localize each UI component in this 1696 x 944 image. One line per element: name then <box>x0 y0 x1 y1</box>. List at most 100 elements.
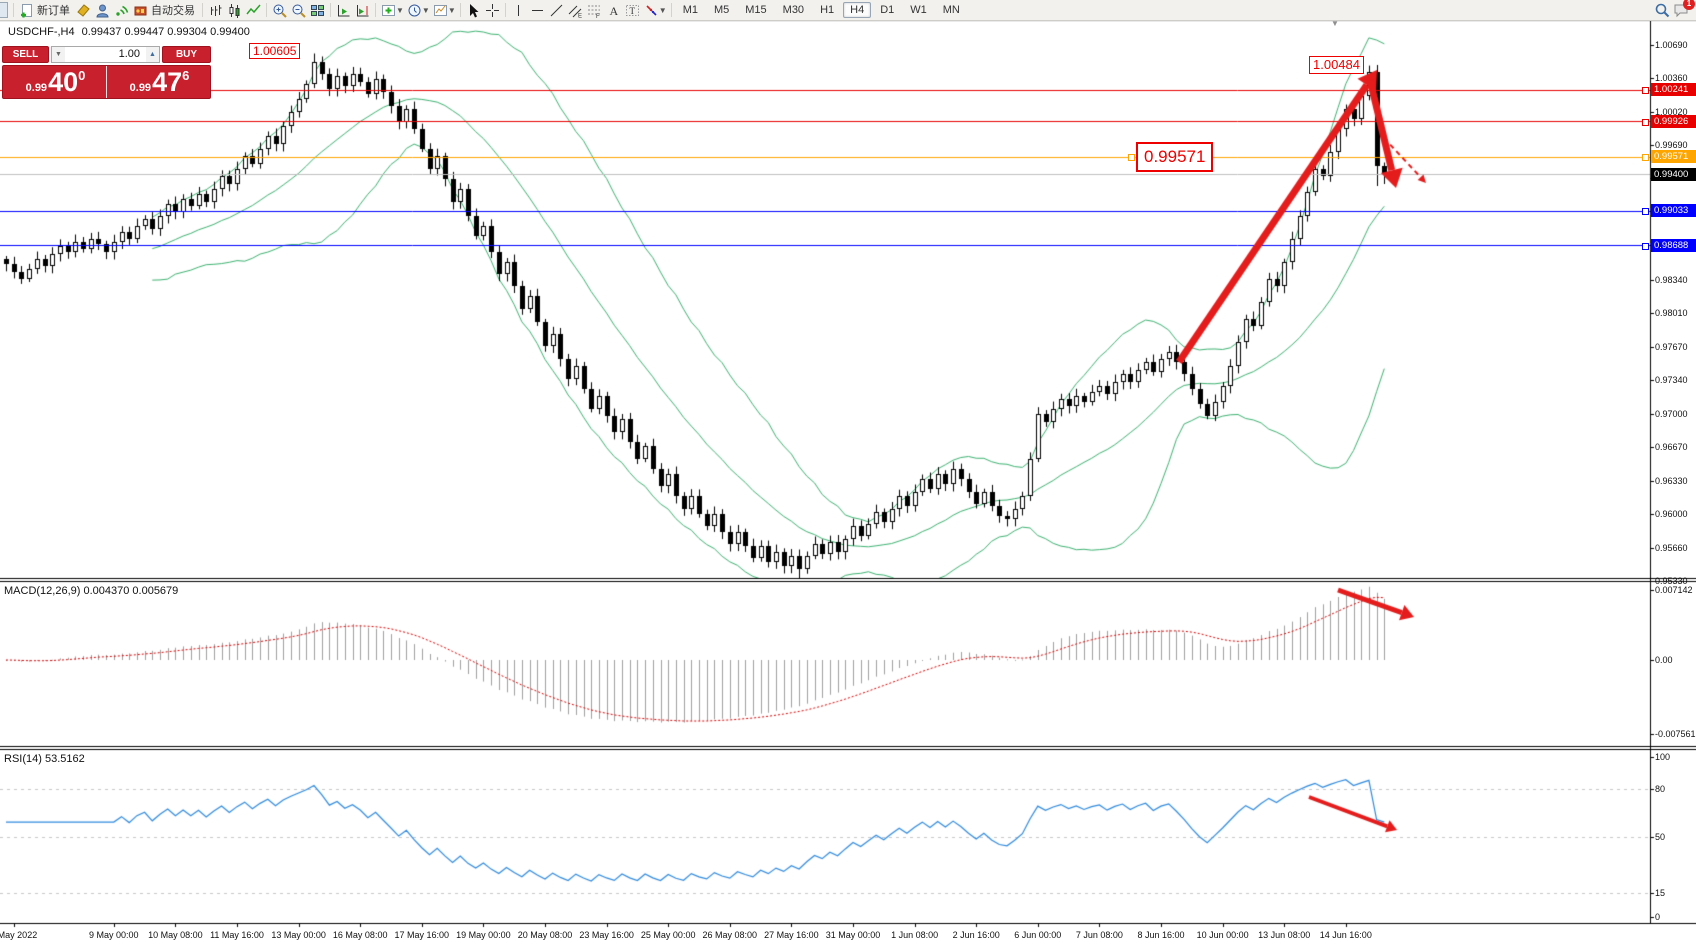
timeframe-d1[interactable]: D1 <box>880 4 895 16</box>
timeframe-h1[interactable]: H1 <box>820 4 835 16</box>
search-icon[interactable] <box>1652 1 1671 19</box>
sell-price-big: 40 <box>48 67 79 97</box>
svg-text:F: F <box>596 14 600 18</box>
auto-sc[interactable] <box>334 1 353 19</box>
time-axis-label: 16 May 08:00 <box>332 930 388 940</box>
time-axis-label: 6 May 2022 <box>0 930 38 940</box>
price-line-label[interactable]: 0.98688 <box>1651 238 1696 252</box>
timeframe-h4[interactable]: H4 <box>843 2 872 18</box>
chevron-down-icon[interactable]: ▼ <box>658 5 667 15</box>
equidistant-channel-icon[interactable]: E <box>566 1 585 19</box>
line-handle[interactable] <box>1642 208 1649 216</box>
rsi-indicator-label: RSI(14) 53.5162 <box>4 753 85 765</box>
timeframe-m5[interactable]: M5 <box>713 4 730 16</box>
fibonacci-icon[interactable]: F <box>585 1 604 19</box>
price-line-label[interactable]: 0.99571 <box>1651 150 1696 164</box>
trendline-icon[interactable] <box>547 1 566 19</box>
rsi-axis-tick: 100 <box>1655 752 1671 762</box>
notification-badge: 1 <box>1683 0 1695 10</box>
time-axis-label: 6 Jun 00:00 <box>1014 930 1062 940</box>
sell-price-sup: 0 <box>78 68 86 83</box>
time-axis-label: 19 May 00:00 <box>456 930 511 940</box>
volume-stepper[interactable]: ▼ 1.00 ▲ <box>51 46 160 63</box>
price-axis-tick: 0.95660 <box>1655 543 1688 553</box>
time-axis-label: 10 May 08:00 <box>148 930 203 940</box>
time-axis-label: 26 May 08:00 <box>702 930 758 940</box>
vertical-line-icon[interactable] <box>509 1 528 19</box>
time-axis-label: 13 May 00:00 <box>271 930 326 940</box>
chevron-down-icon[interactable]: ▼ <box>447 5 456 15</box>
buy-price-big: 47 <box>152 67 183 97</box>
time-axis-label: 11 May 16:00 <box>210 930 264 940</box>
volume-decrease-button[interactable]: ▼ <box>52 47 65 62</box>
macd-indicator-label: MACD(12,26,9) 0.004370 0.005679 <box>4 585 179 597</box>
signals-icon[interactable] <box>112 1 131 19</box>
rsi-axis-tick: 0 <box>1655 912 1661 922</box>
profile-icon[interactable] <box>93 1 112 19</box>
price-line-label[interactable]: 0.99033 <box>1651 204 1696 218</box>
notifications-icon[interactable]: 1 <box>1671 0 1695 19</box>
auto-trading-icon[interactable] <box>131 1 150 19</box>
clipped-window-icon <box>0 2 8 18</box>
sell-price[interactable]: 0.99 40 0 <box>3 66 106 98</box>
macd-axis-tick: 0.00 <box>1655 655 1673 665</box>
auto-trading-label[interactable]: 自动交易 <box>151 5 195 17</box>
zoom-in-icon[interactable] <box>270 1 289 19</box>
svg-text:E: E <box>578 13 582 18</box>
time-axis-label: 13 Jun 08:00 <box>1258 930 1311 940</box>
cursor-icon[interactable] <box>464 1 483 19</box>
rsi-axis-tick: 80 <box>1655 784 1666 794</box>
bar-chart-icon[interactable] <box>206 1 225 19</box>
time-axis-label: 27 May 16:00 <box>764 930 819 940</box>
chevron-down-icon[interactable]: ▼ <box>421 5 430 15</box>
timeframe-m1[interactable]: M1 <box>682 4 698 16</box>
price-text-label-high[interactable]: 1.00605 <box>249 43 301 59</box>
time-axis-label: 8 Jun 16:00 <box>1137 930 1185 940</box>
zoom-out-icon[interactable] <box>289 1 308 19</box>
timeframe-m30[interactable]: M30 <box>782 4 805 16</box>
price-line-label[interactable]: 0.99926 <box>1651 114 1696 128</box>
price-axis-tick: 0.97000 <box>1655 409 1688 419</box>
line-handle[interactable] <box>1642 118 1649 126</box>
line-handle[interactable] <box>1642 87 1649 95</box>
chevron-down-icon[interactable]: ▼ <box>396 5 404 15</box>
rsi-axis-tick: 15 <box>1655 888 1666 898</box>
new-order-label[interactable]: 新订单 <box>37 5 70 17</box>
toolbar-right: 1 <box>1652 0 1696 19</box>
styles-icon[interactable] <box>74 1 93 19</box>
sell-button[interactable]: SELL <box>2 46 49 63</box>
svg-text:T: T <box>629 6 635 16</box>
timeframe-mn[interactable]: MN <box>942 4 960 16</box>
add-indicator-icon[interactable] <box>379 1 398 19</box>
templates-icon[interactable] <box>431 1 450 19</box>
price-text-label-peak[interactable]: 1.00484 <box>1309 56 1364 74</box>
candlestick-chart-icon[interactable] <box>225 1 244 19</box>
new-order-icon[interactable] <box>17 1 36 19</box>
line-handle[interactable] <box>1128 154 1135 162</box>
time-axis-label: 2 Jun 16:00 <box>952 930 1000 940</box>
text-icon[interactable]: A <box>604 1 623 19</box>
crosshair-icon[interactable] <box>483 1 502 19</box>
price-text-label-mid[interactable]: 0.99571 <box>1136 142 1214 172</box>
tile-windows-icon[interactable] <box>308 1 327 19</box>
period-icon[interactable] <box>405 1 424 19</box>
svg-text:A: A <box>609 4 618 18</box>
line-chart-icon[interactable] <box>244 1 263 19</box>
timeframe-m15[interactable]: M15 <box>745 4 767 16</box>
time-axis-label: 20 May 08:00 <box>517 930 573 940</box>
timeframe-w1[interactable]: W1 <box>910 4 927 16</box>
price-line-label[interactable]: 1.00241 <box>1651 83 1696 97</box>
arrows-tool-icon[interactable] <box>642 1 661 19</box>
price-axis-tick: 0.96000 <box>1655 509 1688 519</box>
volume-value[interactable]: 1.00 <box>118 48 140 60</box>
price-axis-tick: 1.00020 <box>1655 107 1688 117</box>
buy-button[interactable]: BUY <box>162 46 211 63</box>
chart-shift-icon[interactable] <box>353 1 372 19</box>
text-label-icon[interactable]: T <box>623 1 642 19</box>
volume-increase-button[interactable]: ▲ <box>146 47 159 62</box>
line-handle[interactable] <box>1642 154 1649 162</box>
line-handle[interactable] <box>1642 242 1649 250</box>
buy-price[interactable]: 0.99 47 6 <box>107 66 210 98</box>
horizontal-line-icon[interactable] <box>528 1 547 19</box>
